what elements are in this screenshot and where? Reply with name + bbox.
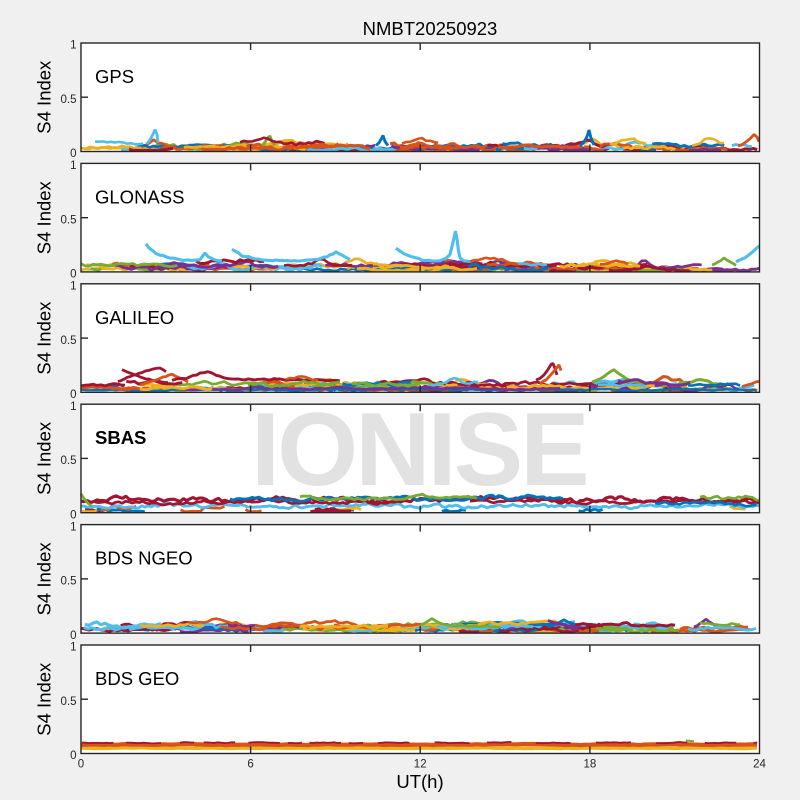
svg-text:18: 18 [584,758,597,770]
svg-text:BDS GEO: BDS GEO [95,668,179,689]
svg-text:SBAS: SBAS [95,427,146,448]
svg-text:1: 1 [70,521,76,533]
svg-text:BDS NGEO: BDS NGEO [95,548,193,569]
svg-text:6: 6 [247,758,253,770]
svg-text:0.5: 0.5 [61,335,77,347]
svg-text:0.5: 0.5 [61,696,77,708]
svg-text:UT(h): UT(h) [396,771,443,792]
svg-text:1: 1 [70,642,76,654]
svg-text:0: 0 [70,750,76,762]
svg-text:S4 Index: S4 Index [34,301,55,375]
svg-text:NMBT20250923: NMBT20250923 [363,18,498,39]
svg-text:GPS: GPS [95,66,134,87]
svg-text:1: 1 [70,40,76,52]
svg-text:S4 Index: S4 Index [34,542,55,616]
svg-text:12: 12 [414,758,427,770]
svg-text:IONISE: IONISE [251,392,587,508]
svg-text:0.5: 0.5 [61,94,77,106]
svg-text:GLONASS: GLONASS [95,186,184,207]
svg-text:1: 1 [70,401,76,413]
svg-text:GALILEO: GALILEO [95,307,174,328]
svg-text:0: 0 [70,389,76,401]
svg-text:0.5: 0.5 [61,576,77,588]
svg-text:0.5: 0.5 [61,455,77,467]
svg-text:S4 Index: S4 Index [34,421,55,495]
svg-text:1: 1 [70,281,76,293]
svg-text:0: 0 [78,758,84,770]
svg-text:S4 Index: S4 Index [34,662,55,736]
svg-text:24: 24 [753,758,766,770]
svg-text:0.5: 0.5 [61,214,77,226]
svg-text:0: 0 [70,630,76,642]
svg-text:0: 0 [70,509,76,521]
svg-text:S4 Index: S4 Index [34,60,55,134]
svg-text:0: 0 [70,269,76,281]
svg-text:S4 Index: S4 Index [34,180,55,254]
svg-text:1: 1 [70,160,76,172]
svg-text:0: 0 [70,148,76,160]
